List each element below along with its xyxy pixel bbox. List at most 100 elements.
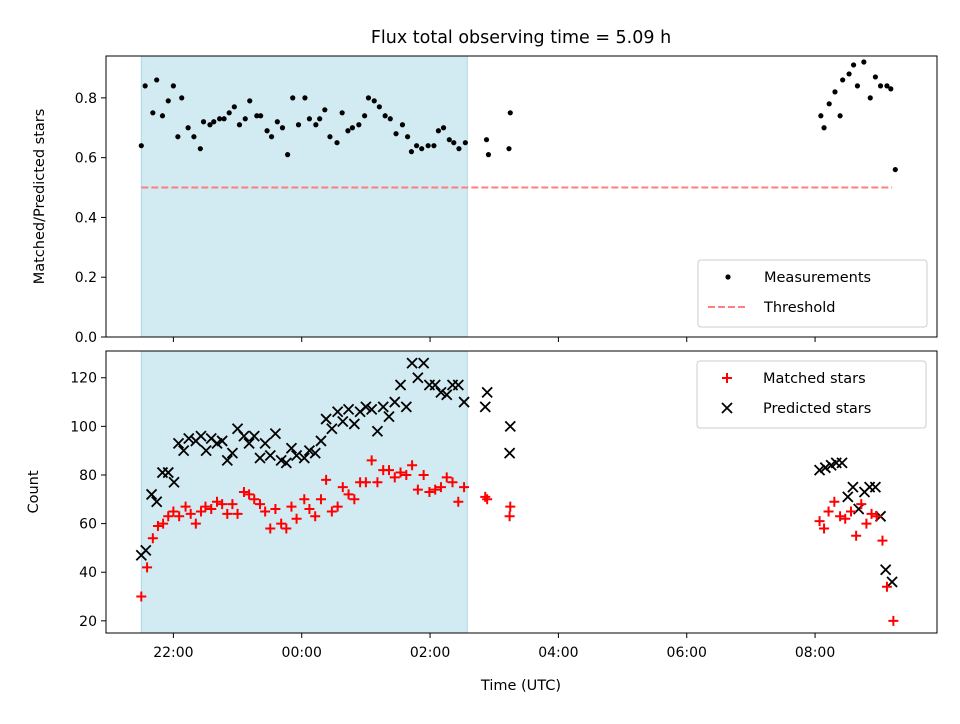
predicted-marker — [285, 442, 298, 454]
matched-marker — [206, 504, 217, 515]
measurement-point — [295, 122, 302, 128]
measurement-point — [365, 95, 372, 101]
predicted-marker — [178, 445, 190, 457]
matched-marker — [255, 499, 266, 510]
x-tick-label: 08:00 — [795, 645, 835, 661]
y-tick-label: 100 — [70, 419, 97, 435]
predicted-marker — [836, 457, 848, 469]
predicted-marker — [264, 449, 276, 462]
predicted-marker — [389, 396, 401, 408]
measurement-point — [371, 98, 377, 104]
predicted-marker — [195, 430, 207, 442]
matched-marker — [185, 508, 196, 519]
predicted-marker — [886, 576, 898, 588]
predicted-marker — [243, 437, 255, 450]
predicted-marker — [441, 389, 453, 401]
matched-marker — [480, 491, 491, 502]
matched-marker — [310, 511, 321, 522]
measurement-point — [425, 143, 431, 149]
measurement-point — [404, 134, 411, 140]
legend-predicted-swatch — [721, 402, 733, 414]
measurement-point — [846, 71, 852, 77]
matched-marker — [195, 506, 206, 517]
y-tick-label: 0.4 — [75, 210, 97, 226]
matched-marker — [343, 489, 354, 500]
measurement-point — [175, 134, 181, 140]
predicted-marker — [280, 457, 292, 469]
matched-marker — [835, 511, 846, 522]
predicted-marker — [342, 403, 355, 415]
measurement-point — [507, 110, 513, 116]
x-tick-label: 00:00 — [282, 645, 322, 661]
predicted-marker — [254, 452, 266, 464]
measurement-point — [431, 143, 437, 149]
measurement-point — [854, 83, 861, 89]
measurement-point — [884, 83, 890, 89]
matched-marker — [395, 467, 406, 478]
matched-marker — [823, 506, 834, 517]
measurement-point — [345, 128, 351, 134]
measurement-point — [413, 143, 420, 149]
measurement-point — [154, 77, 160, 83]
matched-marker — [407, 460, 418, 471]
predicted-marker — [458, 396, 470, 408]
measurement-point — [258, 113, 264, 119]
predicted-marker — [303, 445, 316, 457]
measurement-point — [334, 140, 340, 146]
predicted-marker — [162, 466, 174, 479]
matched-marker — [840, 513, 851, 524]
y-tick-label: 0.6 — [75, 151, 97, 167]
measurement-point — [349, 125, 356, 131]
matched-marker — [238, 487, 249, 497]
predicted-marker — [503, 447, 516, 459]
predicted-marker — [429, 379, 441, 391]
predicted-marker — [452, 379, 464, 391]
matched-marker — [326, 506, 337, 517]
matched-marker — [430, 484, 441, 495]
matched-marker — [447, 477, 458, 488]
matched-marker — [829, 496, 840, 507]
x-tick-label: 22:00 — [153, 645, 193, 661]
matched-marker — [286, 501, 297, 512]
matched-marker — [260, 506, 271, 517]
axes-frame — [105, 55, 938, 338]
matched-marker — [861, 518, 872, 529]
matched-marker — [441, 472, 452, 483]
matched-marker — [232, 508, 243, 519]
legend-label: Predicted stars — [763, 401, 871, 417]
measurement-point — [200, 119, 207, 125]
matched-marker — [349, 494, 360, 505]
measurement-point — [191, 134, 197, 140]
measurement-point — [485, 152, 492, 158]
matched-marker — [158, 518, 169, 529]
measurement-point — [419, 146, 425, 152]
matched-marker — [270, 504, 281, 515]
matched-marker — [383, 465, 394, 476]
matched-marker — [142, 562, 153, 573]
measurement-point — [826, 101, 832, 107]
matched-marker — [819, 523, 830, 534]
observing-window-band — [141, 351, 468, 633]
predicted-marker — [400, 401, 412, 413]
matched-marker — [281, 523, 292, 534]
predicted-marker — [326, 423, 338, 435]
measurement-point — [142, 83, 148, 89]
predicted-marker — [172, 437, 185, 450]
measurement-point — [451, 140, 457, 146]
predicted-marker — [869, 481, 882, 493]
y-tick-label: 0.8 — [75, 91, 97, 107]
matched-marker — [856, 499, 867, 510]
matched-marker — [877, 535, 888, 546]
y-tick-label: 0.2 — [75, 270, 97, 286]
y-axis-label: Matched/Predicted stars — [32, 109, 48, 285]
matched-marker — [401, 469, 412, 480]
measurement-point — [274, 119, 280, 125]
matched-marker — [372, 477, 383, 488]
measurement-point — [840, 77, 846, 83]
matched-marker — [168, 506, 179, 517]
y-axis-label: Count — [26, 470, 42, 513]
measurement-point — [254, 113, 260, 119]
measurement-point — [867, 95, 873, 101]
matched-marker — [846, 506, 857, 517]
measurement-point — [221, 116, 227, 122]
